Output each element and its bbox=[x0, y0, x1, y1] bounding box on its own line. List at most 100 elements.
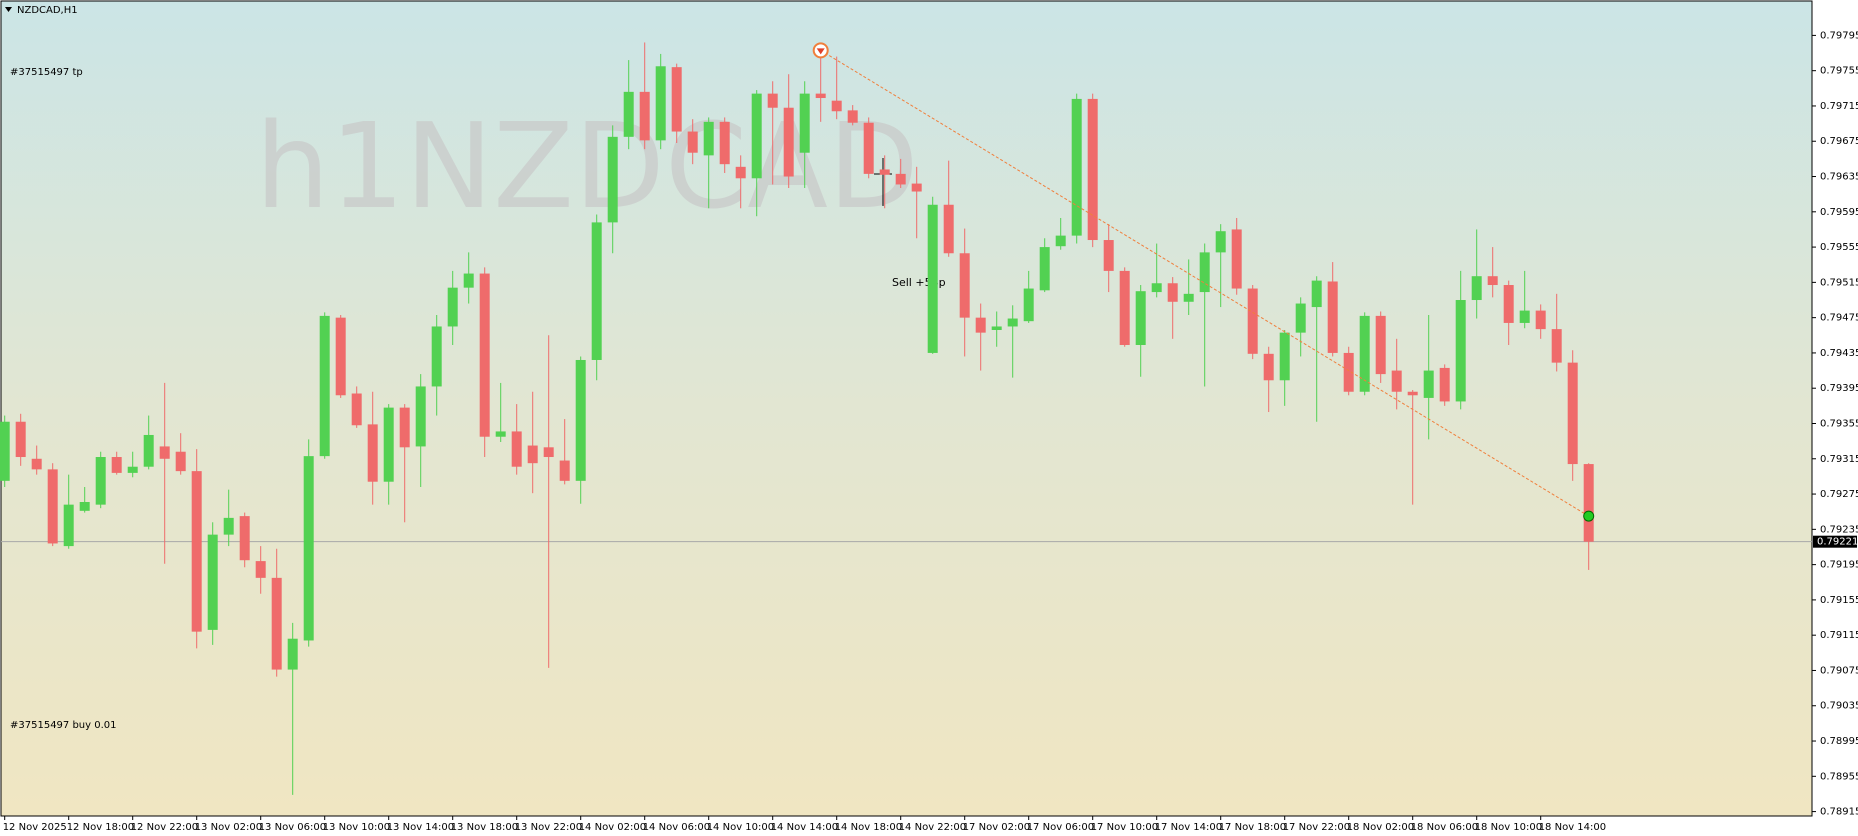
y-tick-label: 0.79435 bbox=[1820, 348, 1858, 359]
candle-body bbox=[127, 466, 138, 473]
y-tick-label: 0.79795 bbox=[1820, 30, 1858, 41]
candle-body bbox=[447, 287, 458, 327]
candle-body bbox=[1135, 291, 1146, 345]
candle-body bbox=[1503, 285, 1514, 323]
candle-body bbox=[799, 93, 810, 153]
candle-body bbox=[863, 122, 874, 174]
candle-body bbox=[527, 445, 538, 464]
x-tick-label: 17 Nov 14:00 bbox=[1155, 822, 1222, 833]
x-tick-label: 12 Nov 22:00 bbox=[131, 822, 198, 833]
candle-body bbox=[255, 561, 266, 578]
x-tick-label: 14 Nov 22:00 bbox=[899, 822, 966, 833]
candle-body bbox=[191, 471, 202, 632]
candle-body bbox=[1391, 370, 1402, 392]
candle-body bbox=[1023, 288, 1034, 322]
x-tick-label: 13 Nov 10:00 bbox=[323, 822, 390, 833]
candle-body bbox=[831, 100, 842, 112]
candle-body bbox=[383, 407, 394, 482]
candle-body bbox=[735, 166, 746, 179]
candle-body bbox=[0, 421, 10, 481]
candle-body bbox=[911, 183, 922, 192]
y-tick-label: 0.79675 bbox=[1820, 136, 1858, 147]
y-tick-label: 0.78915 bbox=[1820, 807, 1858, 818]
candle-body bbox=[703, 121, 714, 156]
x-tick-label: 12 Nov 2025 bbox=[3, 822, 67, 833]
candle-body bbox=[1519, 310, 1530, 323]
y-tick-label: 0.78995 bbox=[1820, 736, 1858, 747]
candle-body bbox=[575, 359, 586, 481]
menu-arrow[interactable] bbox=[5, 7, 12, 12]
x-tick-label: 13 Nov 06:00 bbox=[259, 822, 326, 833]
candle-body bbox=[143, 434, 154, 467]
candle-body bbox=[1279, 332, 1290, 381]
y-tick-label: 0.79395 bbox=[1820, 383, 1858, 394]
candle-body bbox=[1039, 247, 1050, 291]
y-tick-label: 0.79195 bbox=[1820, 560, 1858, 571]
candle-body bbox=[655, 66, 666, 141]
candle-body bbox=[1087, 98, 1098, 241]
candle-body bbox=[623, 91, 634, 137]
candle-body bbox=[815, 93, 826, 99]
y-tick-label: 0.79115 bbox=[1820, 630, 1858, 641]
candle-body bbox=[975, 317, 986, 333]
y-tick-label: 0.79715 bbox=[1820, 101, 1858, 112]
candle-body bbox=[1071, 98, 1082, 236]
candle-body bbox=[303, 456, 314, 641]
candle-body bbox=[1247, 288, 1258, 354]
y-tick-label: 0.79035 bbox=[1820, 701, 1858, 712]
candle-body bbox=[351, 393, 362, 426]
x-tick-label: 17 Nov 22:00 bbox=[1283, 822, 1350, 833]
candle-body bbox=[751, 93, 762, 179]
x-tick-label: 18 Nov 14:00 bbox=[1539, 822, 1606, 833]
candle-body bbox=[367, 424, 378, 482]
candle-body bbox=[1167, 283, 1178, 302]
candle-body bbox=[63, 504, 74, 547]
y-tick-label: 0.79755 bbox=[1820, 66, 1858, 77]
y-tick-label: 0.79155 bbox=[1820, 595, 1858, 606]
candle-body bbox=[847, 110, 858, 123]
x-tick-label: 14 Nov 18:00 bbox=[835, 822, 902, 833]
candle-body bbox=[879, 169, 890, 175]
current-price-label: 0.79221 bbox=[1817, 537, 1858, 548]
candle-body bbox=[175, 451, 186, 472]
candle-body bbox=[1151, 283, 1162, 293]
candle-body bbox=[287, 638, 298, 670]
y-tick-label: 0.79555 bbox=[1820, 242, 1858, 253]
candle-body bbox=[479, 273, 490, 437]
candle-body bbox=[1567, 362, 1578, 465]
x-tick-label: 18 Nov 02:00 bbox=[1347, 822, 1414, 833]
candle-body bbox=[1375, 315, 1386, 375]
x-tick-label: 18 Nov 10:00 bbox=[1475, 822, 1542, 833]
x-tick-label: 17 Nov 10:00 bbox=[1091, 822, 1158, 833]
candle-body bbox=[1535, 310, 1546, 330]
candle-body bbox=[1183, 293, 1194, 302]
candle-body bbox=[319, 315, 330, 457]
candle-body bbox=[1439, 367, 1450, 402]
x-tick-label: 14 Nov 02:00 bbox=[579, 822, 646, 833]
candle-body bbox=[1263, 353, 1274, 381]
candle-body bbox=[991, 326, 1002, 330]
candle-body bbox=[271, 577, 282, 670]
trade-close-marker bbox=[1583, 510, 1595, 522]
y-tick-label: 0.79355 bbox=[1820, 418, 1858, 429]
candle-body bbox=[399, 407, 410, 448]
candle-body bbox=[223, 517, 234, 535]
candle-body bbox=[15, 421, 26, 458]
candle-body bbox=[495, 431, 506, 437]
candle-body bbox=[1007, 318, 1018, 327]
y-tick-label: 0.79235 bbox=[1820, 524, 1858, 535]
candle-body bbox=[783, 107, 794, 177]
candle-body bbox=[543, 447, 554, 458]
candle-body bbox=[1311, 280, 1322, 308]
candle-body bbox=[639, 91, 650, 141]
candle-body bbox=[959, 253, 970, 318]
y-tick-label: 0.79315 bbox=[1820, 454, 1858, 465]
candle-body bbox=[1055, 235, 1066, 247]
candle-body bbox=[1471, 276, 1482, 301]
order-annotation: #37515497 buy 0.01 bbox=[10, 720, 117, 731]
candle-body bbox=[511, 431, 522, 467]
candle-body bbox=[1487, 276, 1498, 286]
x-tick-label: 17 Nov 02:00 bbox=[963, 822, 1030, 833]
x-tick-label: 13 Nov 22:00 bbox=[515, 822, 582, 833]
candle-body bbox=[1327, 281, 1338, 353]
